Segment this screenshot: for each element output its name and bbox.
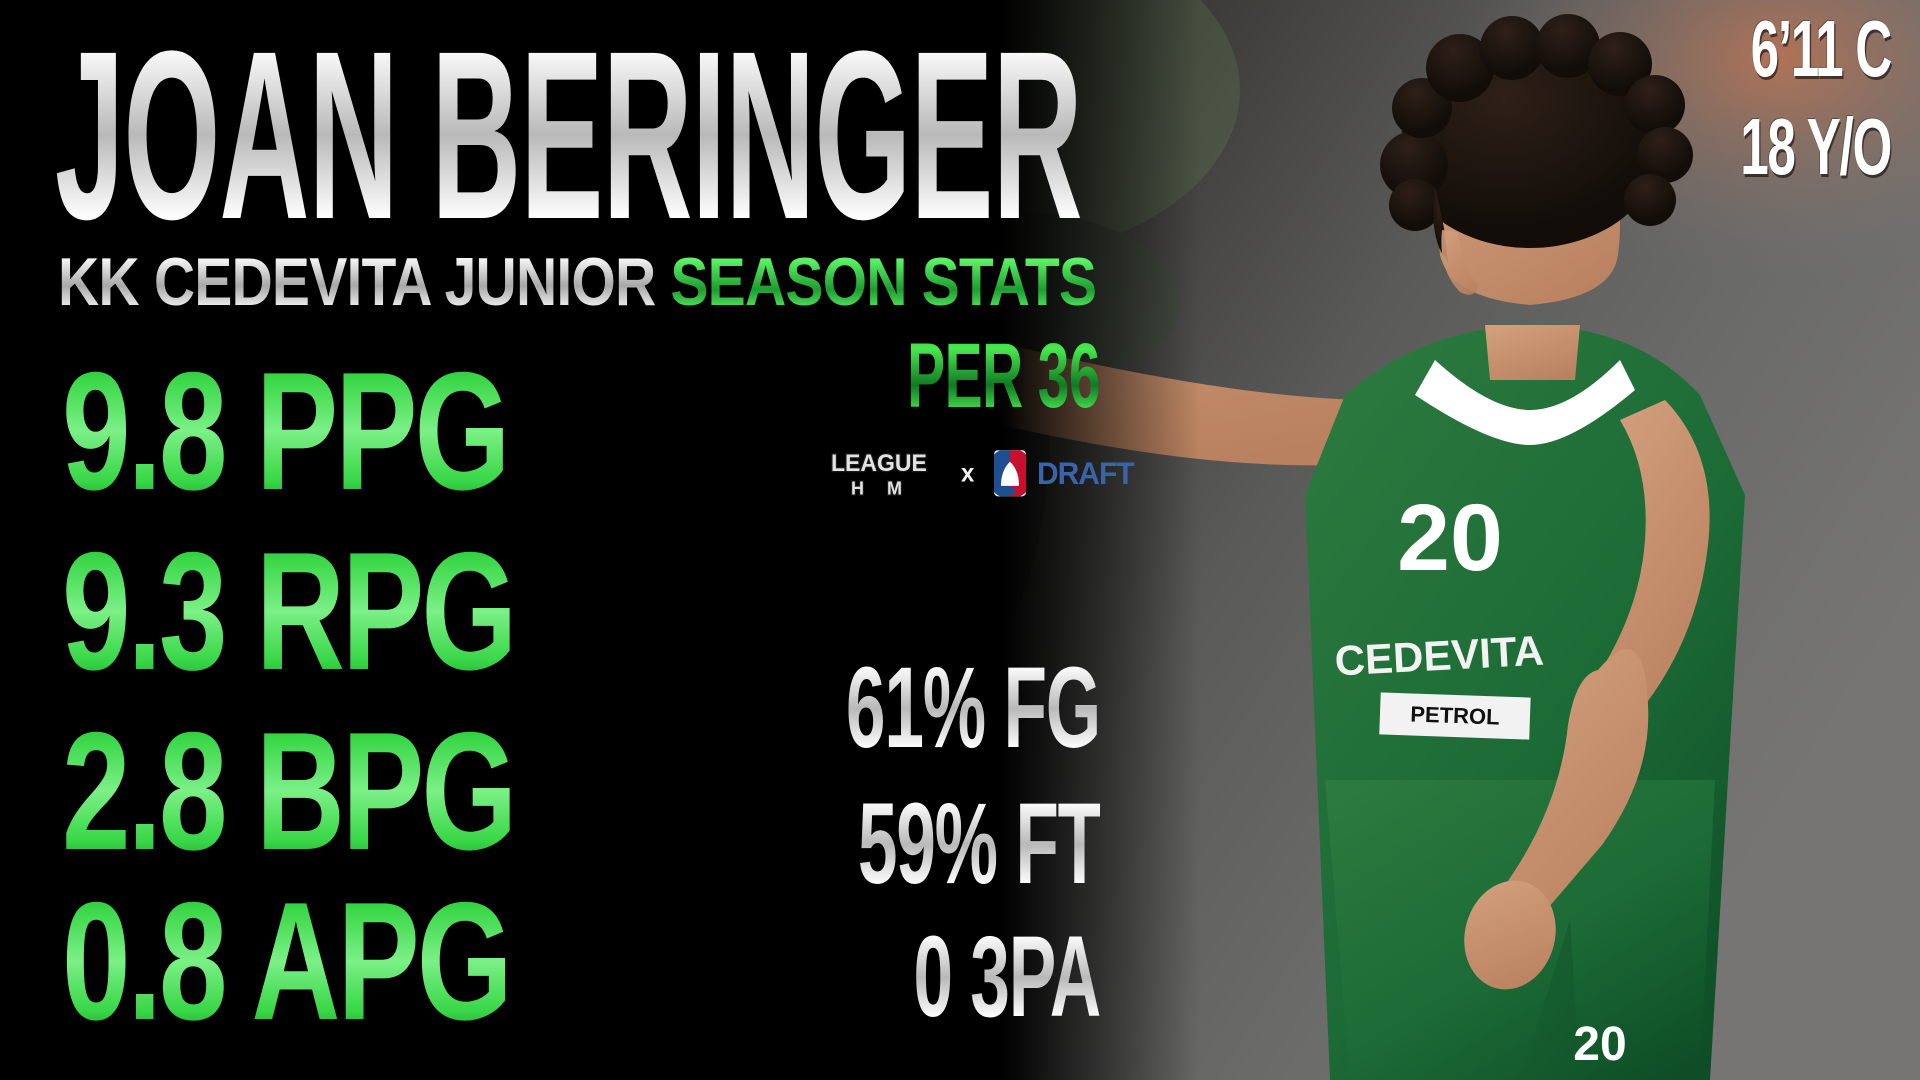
svg-text:20: 20: [1397, 485, 1503, 591]
svg-text:PETROL: PETROL: [1410, 701, 1500, 729]
svg-text:LEAGUE: LEAGUE: [831, 450, 927, 477]
svg-text:DRAFT: DRAFT: [1037, 455, 1135, 491]
svg-text:x: x: [961, 460, 975, 488]
svg-text:H M: H M: [851, 477, 911, 499]
svg-text:20: 20: [1573, 1018, 1626, 1071]
